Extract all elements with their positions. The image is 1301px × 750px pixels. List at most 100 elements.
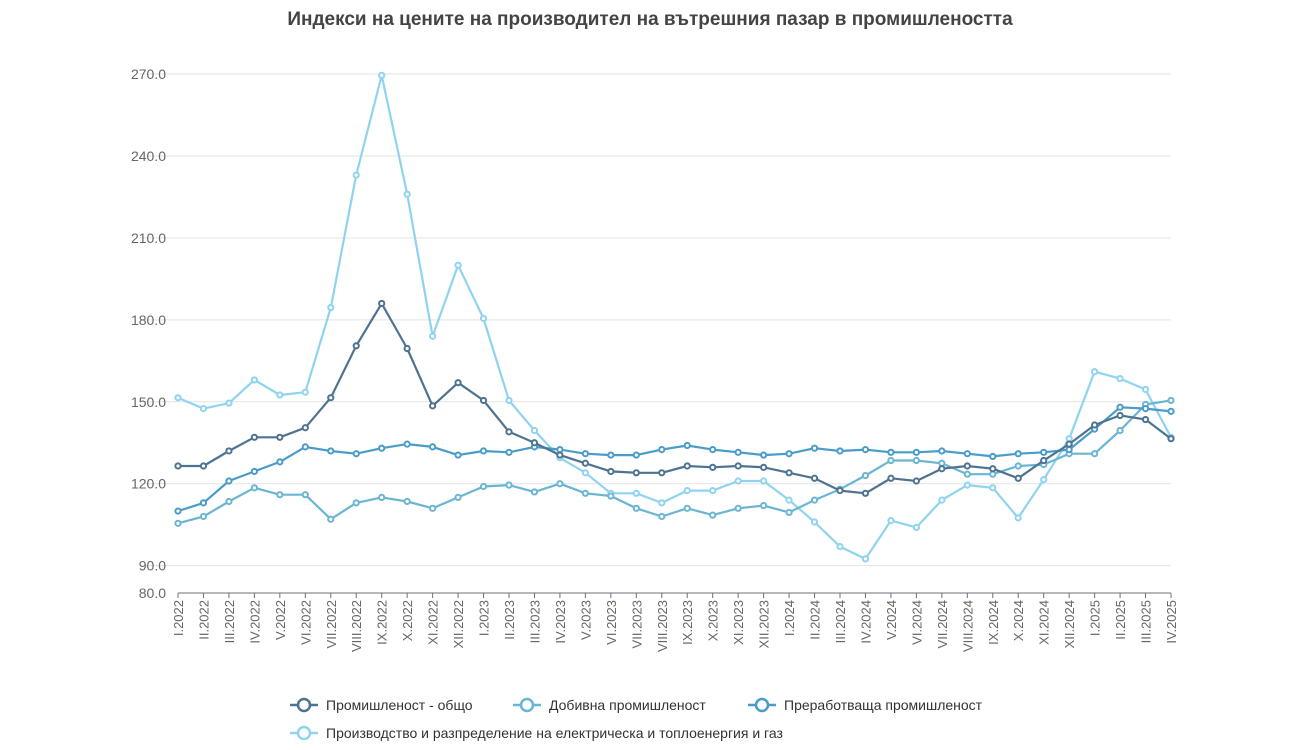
data-point[interactable] — [199, 462, 208, 470]
data-point[interactable] — [352, 342, 360, 350]
data-point[interactable] — [1116, 403, 1124, 411]
data-point[interactable] — [1014, 462, 1022, 470]
data-point[interactable] — [505, 396, 513, 405]
data-point[interactable] — [556, 445, 564, 454]
data-point[interactable] — [658, 499, 666, 507]
data-point[interactable] — [276, 433, 284, 441]
data-point[interactable] — [1141, 415, 1150, 424]
data-point[interactable] — [607, 451, 615, 459]
data-point[interactable] — [785, 508, 793, 517]
data-point[interactable] — [658, 445, 666, 454]
data-point[interactable] — [760, 451, 768, 459]
legend-item-4[interactable]: Производство и разпределение на електрич… — [290, 725, 783, 741]
data-point[interactable] — [760, 501, 768, 510]
data-point[interactable] — [989, 484, 997, 492]
data-point[interactable] — [810, 444, 819, 452]
data-point[interactable] — [327, 515, 335, 523]
data-point[interactable] — [403, 190, 411, 198]
data-point[interactable] — [861, 555, 870, 563]
data-point[interactable] — [836, 542, 844, 551]
data-point[interactable] — [632, 469, 640, 477]
data-point[interactable] — [658, 469, 666, 477]
data-point[interactable] — [658, 512, 666, 521]
data-point[interactable] — [454, 451, 462, 459]
data-point[interactable] — [887, 456, 895, 465]
data-point[interactable] — [530, 439, 539, 447]
data-point[interactable] — [810, 474, 819, 482]
data-point[interactable] — [199, 405, 208, 413]
data-point[interactable] — [301, 491, 309, 499]
data-point[interactable] — [1014, 450, 1022, 458]
data-point[interactable] — [479, 396, 488, 405]
data-point[interactable] — [225, 477, 233, 485]
data-point[interactable] — [530, 488, 539, 496]
data-point[interactable] — [861, 471, 870, 480]
data-point[interactable] — [734, 462, 742, 470]
data-point[interactable] — [734, 477, 742, 485]
data-point[interactable] — [378, 299, 386, 308]
data-point[interactable] — [403, 497, 411, 506]
data-point[interactable] — [479, 482, 488, 491]
data-point[interactable] — [1014, 474, 1022, 482]
data-point[interactable] — [378, 493, 386, 501]
data-point[interactable] — [327, 303, 335, 312]
data-point[interactable] — [836, 447, 844, 455]
data-point[interactable] — [709, 445, 717, 454]
data-point[interactable] — [887, 517, 895, 525]
data-point[interactable] — [174, 507, 182, 515]
data-point[interactable] — [683, 504, 691, 512]
legend-item-3[interactable]: Преработваща промишленост — [748, 697, 983, 713]
data-point[interactable] — [760, 477, 768, 485]
data-point[interactable] — [1091, 368, 1099, 376]
data-point[interactable] — [938, 496, 946, 504]
data-point[interactable] — [887, 448, 895, 456]
data-point[interactable] — [327, 394, 335, 402]
data-point[interactable] — [556, 451, 564, 459]
data-point[interactable] — [530, 426, 539, 435]
data-point[interactable] — [810, 496, 819, 504]
data-point[interactable] — [1141, 405, 1150, 413]
data-point[interactable] — [454, 493, 462, 501]
data-point[interactable] — [734, 448, 742, 456]
data-point[interactable] — [785, 496, 793, 504]
data-point[interactable] — [276, 458, 284, 466]
data-point[interactable] — [199, 512, 208, 521]
data-point[interactable] — [912, 456, 920, 465]
data-point[interactable] — [301, 424, 309, 432]
data-point[interactable] — [861, 445, 870, 454]
data-point[interactable] — [938, 465, 946, 473]
data-point[interactable] — [581, 450, 589, 458]
data-point[interactable] — [810, 518, 819, 526]
data-point[interactable] — [301, 443, 309, 451]
data-point[interactable] — [581, 469, 589, 477]
data-point[interactable] — [963, 470, 971, 478]
data-point[interactable] — [479, 447, 488, 455]
data-point[interactable] — [225, 497, 233, 506]
data-point[interactable] — [199, 499, 208, 507]
data-point[interactable] — [454, 261, 462, 269]
data-point[interactable] — [1091, 421, 1099, 429]
data-point[interactable] — [403, 440, 411, 448]
data-point[interactable] — [352, 499, 360, 507]
data-point[interactable] — [912, 448, 920, 456]
data-point[interactable] — [1040, 476, 1048, 484]
data-point[interactable] — [683, 462, 691, 470]
data-point[interactable] — [1116, 426, 1124, 435]
data-point[interactable] — [1116, 411, 1124, 420]
data-point[interactable] — [429, 332, 437, 340]
data-point[interactable] — [250, 433, 258, 441]
data-point[interactable] — [912, 477, 920, 485]
data-point[interactable] — [225, 399, 233, 407]
data-point[interactable] — [632, 504, 640, 512]
data-point[interactable] — [250, 467, 258, 476]
data-point[interactable] — [276, 491, 284, 499]
data-point[interactable] — [327, 447, 335, 455]
data-point[interactable] — [963, 450, 971, 458]
data-point[interactable] — [403, 344, 411, 353]
data-point[interactable] — [632, 489, 640, 497]
data-point[interactable] — [378, 444, 386, 452]
data-point[interactable] — [963, 481, 971, 489]
data-point[interactable] — [861, 489, 870, 497]
data-point[interactable] — [429, 504, 437, 512]
data-point[interactable] — [1065, 445, 1073, 454]
